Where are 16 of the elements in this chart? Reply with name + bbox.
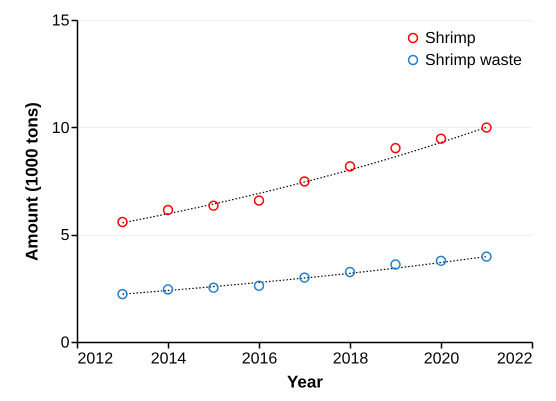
x-axis-title: Year xyxy=(287,372,324,392)
line-series xyxy=(122,256,488,295)
x-tick-label: 2016 xyxy=(242,350,278,368)
x-tick-label: 2018 xyxy=(332,350,368,368)
y-axis-title: Amount (1000 tons) xyxy=(22,102,42,261)
legend-label: Shrimp waste xyxy=(425,52,522,69)
line-series xyxy=(122,126,488,224)
y-tick-label: 5 xyxy=(60,227,70,244)
y-tick-label: 10 xyxy=(52,120,70,137)
y-tick-label: 15 xyxy=(52,12,70,30)
legend-label: Shrimp xyxy=(425,30,476,47)
x-tick-label: 2014 xyxy=(150,350,186,368)
x-tick-label: 2020 xyxy=(424,350,460,368)
x-tick-label: 2022 xyxy=(496,350,533,368)
y-tick-label: 0 xyxy=(60,334,70,352)
x-tick-label: 2012 xyxy=(78,350,114,368)
